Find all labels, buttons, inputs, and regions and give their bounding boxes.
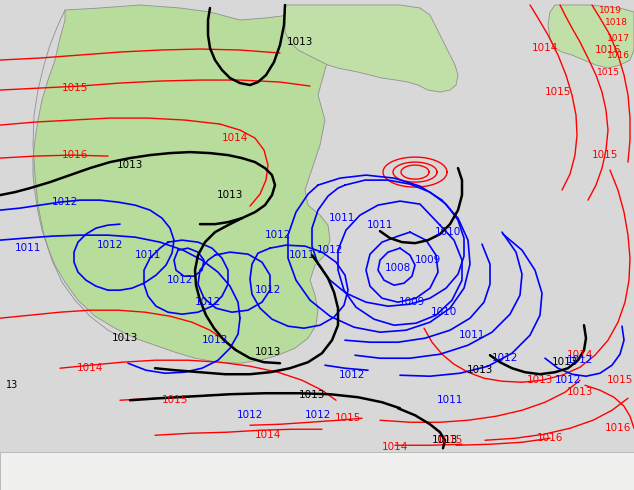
Text: 1016: 1016 (605, 423, 631, 433)
Polygon shape (33, 5, 330, 363)
Text: 1016: 1016 (595, 45, 621, 55)
Text: 1015: 1015 (545, 87, 571, 97)
Text: 1015: 1015 (335, 413, 361, 423)
Text: 1012: 1012 (492, 353, 518, 363)
Text: 1012: 1012 (305, 410, 331, 420)
Text: 1012: 1012 (52, 197, 78, 207)
Text: 1016: 1016 (607, 50, 630, 59)
Text: 1009: 1009 (415, 255, 441, 265)
Text: 13: 13 (6, 380, 18, 390)
Text: 1012: 1012 (265, 230, 291, 240)
Text: 1011: 1011 (289, 250, 315, 260)
Text: 1013: 1013 (255, 347, 281, 357)
Text: 1014: 1014 (532, 43, 558, 53)
Text: 1013: 1013 (202, 335, 228, 345)
Text: 1013: 1013 (112, 333, 138, 343)
Text: 1011: 1011 (135, 250, 161, 260)
Text: 1015: 1015 (437, 435, 463, 445)
Text: 1012: 1012 (167, 275, 193, 285)
Text: 1013: 1013 (567, 387, 593, 397)
Text: 1015: 1015 (592, 150, 618, 160)
Text: 1010: 1010 (435, 227, 461, 237)
Text: 1011: 1011 (437, 395, 463, 405)
Text: 1015: 1015 (162, 395, 188, 405)
Text: 1013: 1013 (527, 375, 553, 385)
Text: 1013: 1013 (287, 37, 313, 47)
Text: 1012: 1012 (97, 240, 123, 250)
Text: 1013: 1013 (117, 160, 143, 170)
Text: 1016: 1016 (61, 150, 88, 160)
Text: 1012: 1012 (317, 245, 343, 255)
Text: 1011: 1011 (329, 213, 355, 223)
Text: 1012: 1012 (237, 410, 263, 420)
Text: 1013: 1013 (467, 365, 493, 375)
Text: 1014: 1014 (382, 442, 408, 452)
Text: 1018: 1018 (604, 18, 628, 26)
Text: 1012: 1012 (339, 370, 365, 380)
Text: 1011: 1011 (367, 220, 393, 230)
Text: 1012: 1012 (567, 355, 593, 365)
Polygon shape (285, 5, 458, 92)
Text: 1014: 1014 (77, 363, 103, 373)
Text: 1015: 1015 (607, 375, 633, 385)
Text: ©weatheronline.co.uk: ©weatheronline.co.uk (514, 475, 630, 485)
Text: 1017: 1017 (607, 33, 630, 43)
Text: 1010: 1010 (431, 307, 457, 317)
Text: 1008: 1008 (385, 263, 411, 273)
Polygon shape (548, 5, 634, 68)
Text: 1014: 1014 (222, 133, 248, 143)
Text: 1012: 1012 (555, 375, 581, 385)
Text: 1014: 1014 (567, 350, 593, 360)
Text: Surface pressure [hPa] ECMWF: Surface pressure [hPa] ECMWF (4, 458, 186, 471)
Text: 1012: 1012 (255, 285, 281, 295)
Text: 1011: 1011 (15, 243, 41, 253)
Text: 1016: 1016 (537, 433, 563, 443)
Text: 1011: 1011 (459, 330, 485, 340)
Text: Sa 08-06-2024 06:00 UTC (00+78): Sa 08-06-2024 06:00 UTC (00+78) (427, 458, 630, 471)
Text: 1019: 1019 (598, 5, 621, 15)
Text: 1012: 1012 (195, 297, 221, 307)
Text: 1013: 1013 (552, 357, 578, 367)
Text: 1015: 1015 (61, 83, 88, 93)
Text: 1015: 1015 (597, 68, 619, 76)
Text: 1013: 1013 (432, 435, 458, 445)
Text: 1009: 1009 (399, 297, 425, 307)
Text: 1013: 1013 (217, 190, 243, 200)
Text: 1013: 1013 (299, 390, 325, 400)
Text: 1014: 1014 (255, 430, 281, 440)
